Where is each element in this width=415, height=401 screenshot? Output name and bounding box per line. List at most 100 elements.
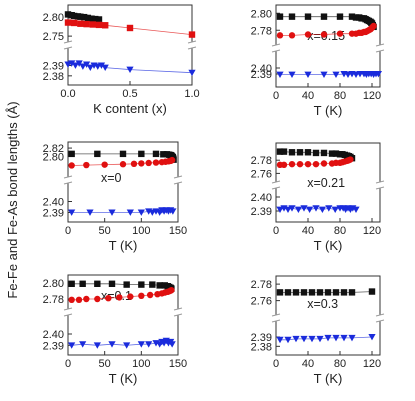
panel-annotation: x=0	[101, 171, 122, 185]
y-tick-label: 2.38	[251, 341, 272, 353]
triangle-marker	[348, 334, 356, 342]
x-tick-label: 50	[99, 358, 111, 370]
square-marker	[276, 289, 284, 296]
chart-panel-x0: 0 50 100 150 2.802.82 2.392.40 T (K) x=0	[43, 141, 187, 253]
axis-break-mark	[271, 319, 281, 323]
axis-break-mark	[375, 313, 385, 317]
axis-break-gap	[377, 315, 383, 321]
triangle-marker	[308, 335, 316, 343]
triangle-marker	[93, 342, 101, 349]
square-marker	[95, 16, 103, 23]
axis-break-mark	[375, 319, 385, 323]
x-tick-label: 40	[302, 90, 314, 102]
square-marker	[80, 13, 88, 21]
square-marker	[300, 289, 308, 296]
triangle-marker	[288, 71, 296, 78]
y-tick-label: 2.80	[43, 278, 64, 290]
square-marker	[71, 12, 78, 20]
square-marker	[68, 150, 75, 158]
circle-marker	[370, 22, 377, 30]
triangle-marker	[332, 71, 340, 78]
y-tick-label: 2.82	[43, 143, 64, 155]
axis-break-gap	[65, 177, 71, 183]
circle-marker	[75, 296, 83, 303]
plot-frame	[275, 275, 381, 356]
axis-break-gap	[65, 42, 71, 48]
x-tick-label: 0	[65, 358, 71, 370]
triangle-marker	[71, 62, 80, 69]
y-tick-label: 2.39	[43, 208, 64, 220]
y-tick-label: 2.40	[251, 63, 272, 75]
circle-marker	[168, 287, 175, 294]
y-tick-label: 2.78	[43, 294, 64, 306]
square-marker	[94, 150, 101, 158]
y-tick-label: 2.40	[251, 192, 272, 204]
series-fefe_low	[68, 156, 176, 169]
circle-marker	[280, 161, 288, 169]
series-feas	[64, 60, 196, 77]
shared-y-axis-label: Fe-Fe and Fe-As bond lengths (Å)	[5, 101, 20, 298]
series-fefe_low	[276, 22, 377, 39]
series-fefe_low	[68, 287, 175, 303]
axis-break-mark	[271, 186, 281, 190]
y-tick-label: 2.75	[43, 31, 64, 43]
axis-break-mark	[173, 313, 183, 317]
triangle-marker	[374, 71, 382, 78]
triangle-marker	[318, 206, 326, 213]
triangle-marker	[86, 209, 94, 216]
square-marker	[324, 289, 332, 296]
series-feas	[276, 71, 382, 78]
triangle-marker	[300, 335, 308, 343]
x-tick-label: 50	[99, 225, 111, 237]
chart-panel-k-content: 0.0 0.5 1.0 2.75 2.80 2.382.39 K content (x)	[43, 4, 200, 116]
y-tick-label: 2.39	[251, 332, 272, 344]
square-marker	[83, 20, 90, 28]
circle-marker	[127, 293, 134, 300]
series-fefe_high	[64, 11, 103, 23]
square-marker	[126, 24, 134, 32]
triangle-marker	[340, 334, 348, 342]
triangle-marker	[320, 71, 328, 78]
square-marker	[332, 289, 340, 296]
series-feas	[68, 337, 176, 349]
y-tick-label: 2.78	[251, 25, 272, 37]
x-tick-label: 120	[363, 358, 381, 370]
circle-marker	[68, 296, 75, 303]
square-marker	[64, 19, 72, 26]
triangle-marker	[79, 63, 87, 70]
circle-marker	[130, 160, 138, 168]
circle-marker	[168, 156, 176, 164]
axis-break-mark	[173, 307, 183, 311]
axis-break-mark	[173, 181, 183, 185]
x-tick-label: 0.0	[60, 88, 75, 100]
square-marker	[320, 149, 328, 157]
square-marker	[119, 150, 127, 158]
triangle-marker	[294, 206, 302, 213]
square-marker	[138, 281, 145, 288]
square-marker	[64, 11, 72, 18]
axis-break-mark	[375, 186, 385, 190]
square-marker	[348, 13, 356, 20]
y-tick-label: 2.40	[43, 197, 64, 209]
triangle-marker	[332, 334, 340, 342]
circle-marker	[83, 295, 90, 303]
square-marker	[156, 282, 163, 289]
y-tick-label: 2.39	[251, 206, 272, 218]
chart-panel-x021: 0 40 80 120 2.762.78 2.39 2.40 T (K) x=0.21	[251, 142, 385, 253]
triangle-marker	[68, 342, 76, 349]
square-marker	[84, 14, 92, 22]
x-tick-label: 100	[132, 225, 150, 237]
triangle-marker	[126, 209, 134, 216]
square-marker	[316, 289, 324, 296]
circle-marker	[336, 30, 344, 37]
series-feas	[68, 207, 177, 216]
square-marker	[95, 21, 103, 29]
circle-marker	[304, 160, 312, 168]
triangle-marker	[324, 334, 332, 342]
y-tick-label: 2.39	[43, 340, 64, 352]
triangle-marker	[86, 64, 94, 71]
triangle-marker	[75, 60, 83, 67]
circle-marker	[105, 295, 112, 302]
square-marker	[188, 31, 196, 38]
